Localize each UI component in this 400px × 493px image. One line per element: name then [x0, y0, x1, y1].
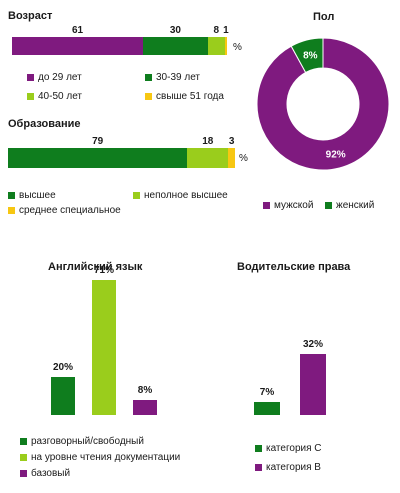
- legend-swatch: [325, 202, 332, 209]
- education-unit-label: %: [239, 153, 248, 164]
- education-segment-0: [8, 148, 188, 168]
- education-value-label-1: 18: [202, 136, 214, 147]
- legend-swatch: [20, 454, 27, 461]
- legend-swatch: [8, 192, 15, 199]
- legend-age-over-51: свыше 51 года: [145, 91, 224, 102]
- legend-label: свыше 51 года: [156, 91, 224, 102]
- license-bar-label-0: 7%: [259, 386, 275, 398]
- legend-label: 40-50 лет: [38, 91, 82, 102]
- age-chart-title: Возраст: [8, 10, 53, 22]
- legend-license-c: категория С: [255, 443, 322, 454]
- legend-label: до 29 лет: [38, 72, 82, 83]
- legend-swatch: [20, 470, 27, 477]
- legend-gender-female: женский: [325, 200, 374, 211]
- license-bar-0: [254, 401, 280, 415]
- legend-english-fluent: разговорный/свободный: [20, 436, 144, 447]
- legend-swatch: [263, 202, 270, 209]
- legend-label: высшее: [19, 190, 56, 201]
- gender-slice-label-0: 92%: [326, 149, 346, 160]
- education-chart-title: Образование: [8, 118, 81, 130]
- legend-swatch: [255, 445, 262, 452]
- legend-edu-higher: высшее: [8, 190, 56, 201]
- age-segment-1: [143, 37, 208, 55]
- legend-swatch: [27, 93, 34, 100]
- gender-slice-label-1: 8%: [303, 51, 318, 62]
- education-value-label-2: 3: [228, 136, 235, 147]
- age-unit-label: %: [233, 42, 242, 53]
- legend-label: женский: [336, 200, 375, 211]
- age-stacked-bar: [12, 37, 227, 55]
- legend-english-basic: базовый: [20, 468, 70, 479]
- legend-label: 30-39 лет: [156, 72, 200, 83]
- legend-english-reading: на уровне чтения документации: [20, 452, 180, 463]
- legend-license-b: категория В: [255, 462, 321, 473]
- age-value-label-1: 30: [169, 25, 181, 36]
- english-bar-label-1: 71%: [93, 265, 114, 276]
- license-bar-chart: 7% 32%: [240, 280, 350, 415]
- legend-swatch: [8, 207, 15, 214]
- legend-age-under-29: до 29 лет: [27, 72, 82, 83]
- age-segment-0: [12, 37, 144, 55]
- education-value-label-0: 79: [92, 136, 104, 147]
- english-bar-2: [133, 399, 157, 415]
- english-bar-label-2: 8%: [137, 384, 153, 396]
- legend-swatch: [20, 438, 27, 445]
- legend-swatch: [133, 192, 140, 199]
- gender-chart-title: Пол: [313, 11, 335, 23]
- legend-label: среднее специальное: [19, 205, 121, 216]
- legend-label: категория С: [266, 443, 322, 454]
- education-value-labels: 79 18 3: [8, 136, 235, 148]
- english-chart-title: Английский язык: [48, 261, 143, 273]
- legend-edu-secondary-special: среднее специальное: [8, 205, 121, 216]
- education-segment-1: [187, 148, 229, 168]
- age-segment-3: [224, 37, 227, 55]
- age-segment-2: [207, 37, 225, 55]
- gender-slice-0: [256, 37, 390, 171]
- legend-swatch: [255, 464, 262, 471]
- english-bar-chart: 20% 71% 8%: [20, 265, 180, 415]
- legend-swatch: [27, 74, 34, 81]
- license-bar-label-1: 32%: [302, 339, 323, 351]
- age-value-labels: 61 30 8 1: [12, 25, 229, 37]
- legend-label: разговорный/свободный: [31, 436, 144, 447]
- legend-label: базовый: [31, 468, 71, 479]
- age-value-label-2: 8: [213, 25, 220, 36]
- legend-gender-male: мужской: [263, 200, 313, 211]
- education-stacked-bar: [8, 148, 235, 168]
- legend-age-30-39: 30-39 лет: [145, 72, 200, 83]
- legend-age-40-50: 40-50 лет: [27, 91, 82, 102]
- license-chart-title: Водительские права: [237, 261, 351, 273]
- legend-label: мужской: [274, 200, 314, 211]
- gender-donut-chart: 92% 8%: [256, 37, 390, 171]
- english-bar-0: [51, 376, 75, 415]
- license-bar-1: [300, 354, 326, 415]
- english-bar-label-0: 20%: [52, 361, 73, 373]
- age-value-label-0: 61: [72, 25, 84, 36]
- legend-label: категория В: [266, 462, 321, 473]
- age-value-label-3: 1: [223, 25, 229, 36]
- education-segment-2: [228, 148, 235, 168]
- legend-label: на уровне чтения документации: [31, 452, 181, 463]
- legend-label: неполное высшее: [144, 190, 228, 201]
- legend-swatch: [145, 74, 152, 81]
- gender-slice-1: [290, 37, 324, 74]
- legend-edu-incomplete-higher: неполное высшее: [133, 190, 228, 201]
- english-bar-1: [92, 280, 116, 415]
- legend-swatch: [145, 93, 152, 100]
